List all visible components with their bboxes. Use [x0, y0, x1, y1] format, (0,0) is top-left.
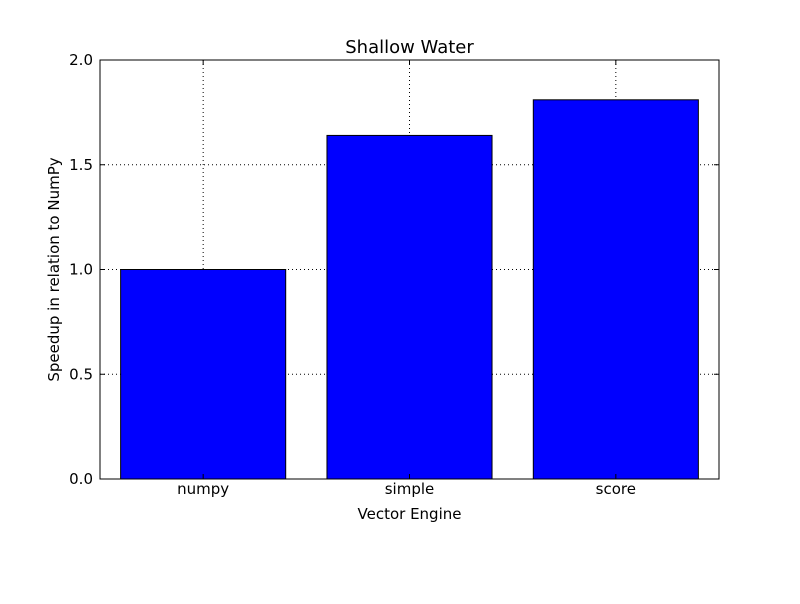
bar-simple [326, 134, 493, 480]
x-tick-label: numpy [177, 480, 229, 498]
y-tick-label: 0.0 [69, 470, 93, 488]
x-tick-label: simple [385, 480, 435, 498]
bar-score [532, 99, 699, 480]
x-tick-label: score [596, 480, 636, 498]
y-tick-label: 0.5 [69, 365, 93, 383]
y-tick-label: 1.5 [69, 156, 93, 174]
x-axis-label: Vector Engine [358, 505, 462, 523]
axis-ticks: 0.0 0.5 1.0 1.5 2.0 numpy simple score [69, 51, 719, 498]
y-tick-label: 1.0 [69, 261, 93, 279]
bars [120, 99, 699, 480]
bar-numpy [120, 269, 287, 480]
chart-title: Shallow Water [345, 37, 474, 58]
y-tick-label: 2.0 [69, 51, 93, 69]
y-axis-label: Speedup in relation to NumPy [45, 157, 63, 381]
